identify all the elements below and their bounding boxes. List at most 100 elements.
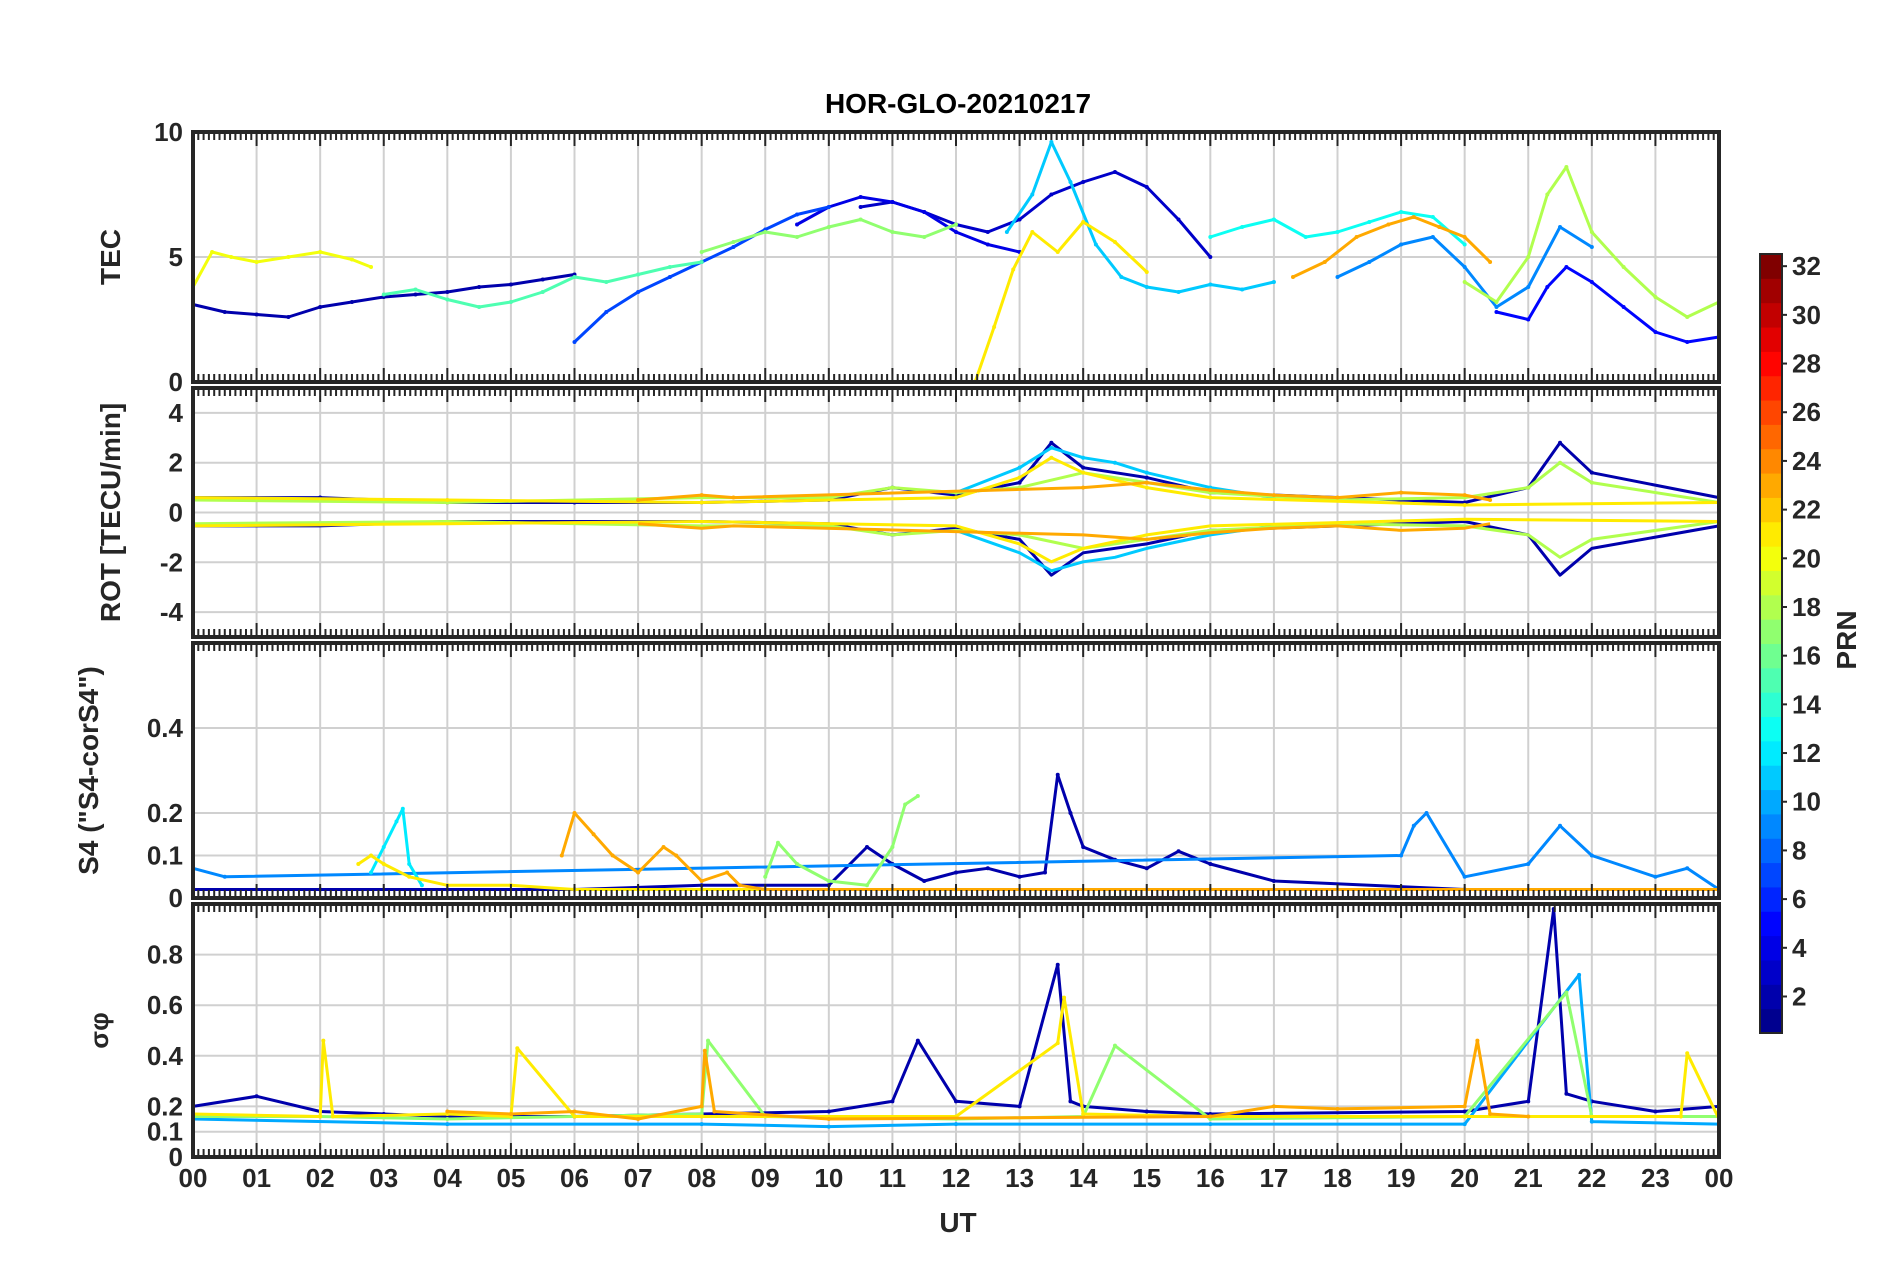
data-point-sigma <box>572 1109 577 1114</box>
data-point-s4 <box>559 853 564 858</box>
data-point-sigma <box>1017 1104 1022 1109</box>
data-point-tec <box>1564 265 1569 269</box>
data-point-sigma <box>254 1094 259 1099</box>
data-point-sigma <box>915 1038 920 1043</box>
data-point-tec <box>954 230 958 234</box>
data-point-tec <box>1494 300 1499 304</box>
data-point-sigma <box>318 1114 323 1119</box>
data-point-tec <box>369 265 374 269</box>
panel-rot: -4 -2 0 2 4 ROT [TECU/min] <box>95 386 1721 639</box>
series-line-rot-lower <box>637 522 1491 541</box>
data-point-sigma <box>1462 1109 1467 1114</box>
y-tick-label-tec: 0 <box>169 367 183 397</box>
data-point-tec <box>1030 230 1035 234</box>
data-point-tec <box>508 300 513 304</box>
data-point-s4 <box>381 862 386 866</box>
data-point-tec <box>318 250 323 254</box>
data-point-tec <box>1144 270 1149 274</box>
x-tick-label: 10 <box>814 1163 843 1193</box>
data-point-s4 <box>1017 874 1022 879</box>
data-point-sigma <box>445 1122 450 1127</box>
data-point-sigma <box>1271 1104 1276 1109</box>
data-point-tec <box>1119 275 1124 279</box>
data-point-s4 <box>1526 862 1531 866</box>
data-point-tec <box>1399 210 1404 214</box>
data-point-rot <box>445 498 450 503</box>
data-point-tec <box>699 250 704 254</box>
data-point-sigma <box>1055 1041 1060 1046</box>
colorbar-cell <box>1760 667 1782 693</box>
x-tick-label: 00 <box>1705 1163 1734 1193</box>
data-point-rot <box>1462 503 1467 508</box>
data-point-tec <box>1208 235 1213 239</box>
data-point-tec <box>413 292 418 297</box>
colorbar-cell <box>1760 1008 1782 1034</box>
data-point-tec <box>1545 285 1550 289</box>
colorbar-cell <box>1760 497 1782 523</box>
data-point-tec <box>1526 255 1531 259</box>
data-point-rot <box>1017 480 1022 485</box>
data-point-s4 <box>1208 862 1213 866</box>
data-point-s4 <box>1055 772 1060 777</box>
x-tick-label: 00 <box>179 1163 208 1193</box>
data-point-tec <box>1271 217 1276 222</box>
colorbar-cell <box>1760 351 1782 377</box>
colorbar-tick-label: 8 <box>1792 835 1806 865</box>
data-point-tec <box>445 290 450 294</box>
data-point-tec <box>992 325 997 329</box>
x-tick-label: 13 <box>1005 1163 1034 1193</box>
data-point-rot <box>1049 455 1054 460</box>
y-axis-label-rot: ROT [TECU/min] <box>95 403 126 622</box>
data-point-tec <box>1112 240 1117 244</box>
data-point-sigma <box>1526 1114 1531 1119</box>
data-point-tec <box>1322 260 1327 264</box>
data-point-tec <box>540 290 545 294</box>
data-point-tec <box>508 282 513 287</box>
data-point-s4 <box>826 879 831 883</box>
colorbar-tick-label: 16 <box>1792 641 1821 671</box>
data-point-sigma <box>1653 1109 1658 1114</box>
x-axis: 00 01 02 03 04 05 06 07 08 09 10 11 12 13 14 15 16 17 18 19… <box>179 1163 1734 1193</box>
data-point-tec <box>1049 140 1054 144</box>
x-tick-label: 17 <box>1259 1163 1288 1193</box>
y-axis-label-tec: TEC <box>95 229 126 285</box>
series-line-rot-lower <box>955 524 1275 573</box>
data-point-s4 <box>737 883 742 888</box>
x-tick-label: 01 <box>242 1163 271 1193</box>
series-line-sigma <box>192 907 1720 1118</box>
data-point-tec <box>286 255 291 259</box>
data-point-s4 <box>725 870 730 875</box>
series-line-sigma <box>192 996 1721 1120</box>
data-point-s4 <box>1653 874 1658 879</box>
data-point-s4 <box>591 832 596 837</box>
data-point-rot <box>1144 475 1149 480</box>
data-point-tec <box>318 305 323 309</box>
y-tick-label-rot: -2 <box>160 547 183 577</box>
data-point-sigma <box>706 1038 711 1043</box>
panel-s4: 0 0.1 0.2 0.4 S4 ("S4-corS4") <box>73 641 1721 913</box>
y-tick-label-sigma: 0.4 <box>147 1041 184 1071</box>
data-point-tec <box>413 287 418 292</box>
data-point-s4 <box>1399 853 1404 858</box>
data-point-rot <box>1081 470 1086 475</box>
data-point-tec <box>1068 180 1073 184</box>
x-tick-label: 15 <box>1132 1163 1161 1193</box>
colorbar-cell <box>1760 643 1782 669</box>
data-point-tec <box>1303 235 1308 239</box>
colorbar-cell <box>1760 692 1782 718</box>
data-point-sigma <box>1068 1099 1073 1104</box>
colorbar-cell <box>1760 424 1782 450</box>
data-point-s4 <box>1081 845 1086 849</box>
colorbar-cell <box>1760 473 1782 498</box>
colorbar-cell <box>1760 838 1782 864</box>
data-point-tec <box>858 205 863 209</box>
data-point-tec <box>667 275 672 279</box>
data-point-tec <box>540 277 545 282</box>
data-point-sigma <box>1589 1119 1594 1124</box>
data-point-sigma <box>1685 1051 1690 1056</box>
data-point-sigma <box>1678 1114 1683 1119</box>
data-point-tec <box>1367 260 1372 264</box>
data-point-tec <box>1430 215 1435 219</box>
y-tick-label-s4: 0.1 <box>147 841 183 871</box>
